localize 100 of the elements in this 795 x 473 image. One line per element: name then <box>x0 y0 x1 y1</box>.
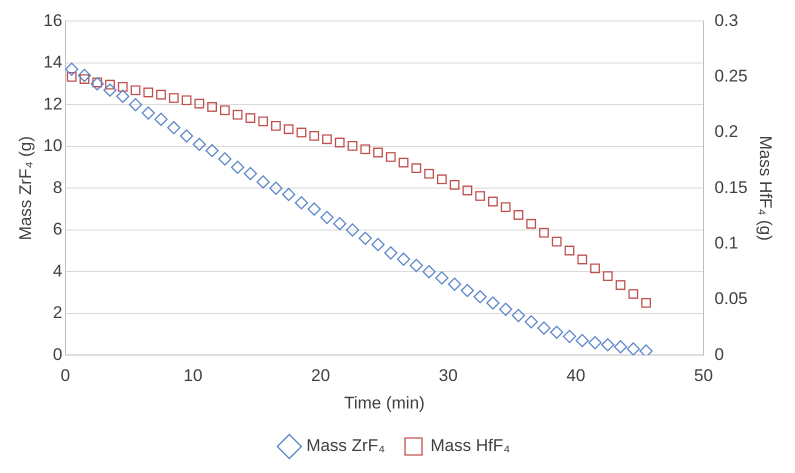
y2-tick-label: 0.1 <box>714 234 738 253</box>
point <box>346 223 360 237</box>
point <box>192 138 206 152</box>
point <box>473 290 487 304</box>
point <box>628 289 638 299</box>
x-tick-label: 30 <box>438 366 458 386</box>
point <box>514 210 524 220</box>
y-tick-label: 4 <box>52 261 62 280</box>
y2-axis-title: Mass HfF₄ (g) <box>756 136 776 241</box>
point <box>396 252 410 266</box>
point <box>512 308 526 322</box>
point <box>398 158 408 168</box>
y-tick-label: 12 <box>43 94 62 114</box>
point <box>282 188 296 202</box>
y2-tick-label: 0.3 <box>714 10 738 30</box>
point <box>230 160 244 174</box>
point <box>128 98 142 112</box>
point <box>294 196 308 210</box>
y-tick-label: 6 <box>52 220 62 239</box>
legend-label: Mass ZrF₄ <box>306 436 386 456</box>
x-tick-label: 20 <box>311 366 330 386</box>
point <box>194 98 204 108</box>
y2-tick-label: 0.05 <box>714 289 748 308</box>
point <box>258 116 268 126</box>
point <box>373 148 383 158</box>
y-tick-label: 16 <box>43 10 62 30</box>
point <box>639 344 653 356</box>
y-tick-label: 8 <box>52 178 62 197</box>
point <box>422 265 436 278</box>
point <box>168 93 179 103</box>
point <box>103 83 117 97</box>
point <box>220 105 230 116</box>
point <box>450 180 460 190</box>
point <box>244 166 258 180</box>
point <box>499 302 512 316</box>
point <box>333 217 346 230</box>
y-tick-label: 2 <box>52 303 62 322</box>
point <box>577 254 588 264</box>
point <box>462 186 472 196</box>
point <box>143 88 154 98</box>
point <box>118 82 128 92</box>
point <box>460 284 474 298</box>
point <box>411 163 422 174</box>
y-tick-label: 10 <box>43 136 62 156</box>
point <box>218 152 232 166</box>
y2-tick-label: 0.25 <box>714 66 748 86</box>
point <box>322 134 332 144</box>
point <box>269 182 283 195</box>
point <box>616 280 626 290</box>
point <box>207 102 217 112</box>
point <box>308 202 321 216</box>
point <box>245 113 256 123</box>
point <box>641 298 651 308</box>
point <box>205 144 219 158</box>
point <box>601 338 614 352</box>
y-axis-title: Mass ZrF₄ (g) <box>16 136 35 240</box>
point <box>271 120 281 131</box>
point <box>386 152 396 162</box>
point <box>180 129 194 143</box>
y2-tick-label: 0.15 <box>714 178 748 197</box>
point <box>78 68 92 82</box>
x-tick-label: 50 <box>694 366 713 386</box>
point <box>564 246 574 256</box>
point <box>334 138 345 148</box>
point <box>66 72 77 82</box>
point <box>526 218 536 229</box>
point <box>90 77 104 90</box>
point <box>167 121 180 134</box>
point <box>232 110 243 120</box>
point <box>284 124 294 134</box>
point <box>424 168 434 179</box>
point <box>156 90 166 100</box>
y-tick-label: 14 <box>43 52 62 72</box>
point <box>626 342 640 356</box>
x-axis-title: Time (min) <box>344 393 425 412</box>
point <box>154 112 168 126</box>
y2-tick-label: 0 <box>714 344 724 364</box>
y-tick-label: 0 <box>52 344 62 364</box>
point <box>309 130 320 141</box>
point <box>588 336 602 350</box>
point <box>410 258 423 272</box>
point <box>475 191 486 201</box>
point <box>537 321 551 335</box>
point <box>435 271 448 285</box>
x-tick-label: 10 <box>183 366 202 386</box>
point <box>436 174 447 184</box>
point <box>448 278 462 291</box>
point <box>614 340 628 354</box>
point <box>552 236 562 247</box>
point <box>500 202 511 212</box>
point <box>320 210 334 224</box>
point <box>348 141 358 151</box>
x-tick-label: 40 <box>566 366 586 386</box>
point <box>116 90 130 103</box>
point <box>488 196 498 206</box>
point <box>182 95 192 106</box>
point <box>550 326 564 339</box>
point <box>358 232 372 245</box>
point <box>360 144 370 154</box>
point <box>562 330 576 344</box>
